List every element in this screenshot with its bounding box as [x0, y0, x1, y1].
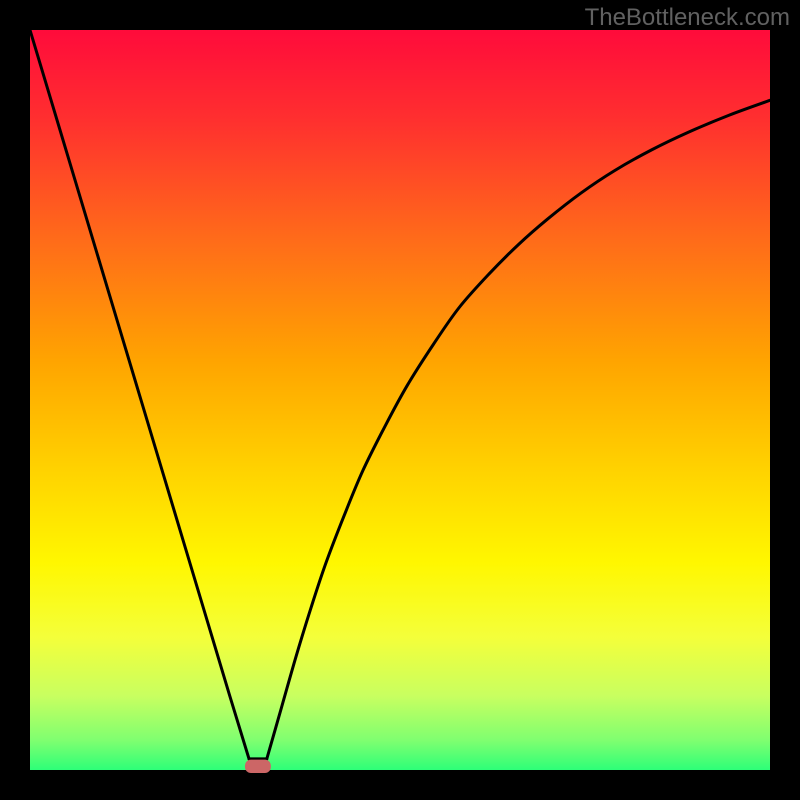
- watermark-text: TheBottleneck.com: [585, 4, 790, 32]
- minimum-marker: [245, 760, 271, 773]
- bottleneck-curve-chart: [0, 0, 800, 800]
- chart-container: TheBottleneck.com: [0, 0, 800, 800]
